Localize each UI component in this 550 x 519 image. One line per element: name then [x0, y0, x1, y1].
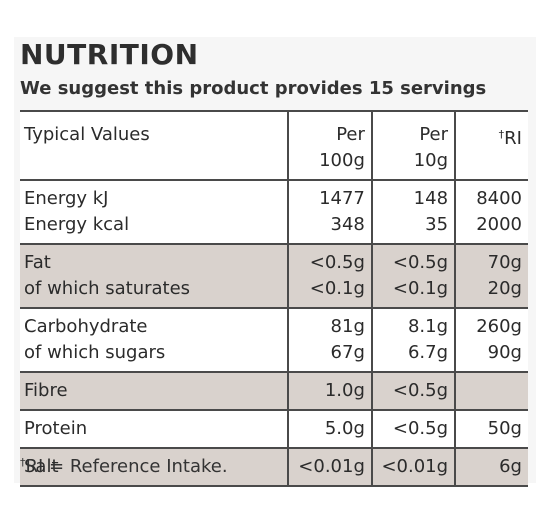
value-per-10g-cell: 8.1g 6.7g [370, 307, 456, 372]
value-per-10g-cell: <0.5g <0.1g [370, 243, 456, 308]
value-per-10g: <0.5g [392, 380, 449, 401]
footnote-text: RI = Reference Intake. [25, 456, 228, 477]
value-ri: 50g [487, 418, 522, 439]
value-per-100g: <0.01g [298, 456, 365, 477]
nutrient-label-cell: Energy kJ Energy kcal [20, 179, 288, 244]
table-row: Fibre 1.0g <0.5g [20, 371, 528, 410]
value-per-100g-cell: 5.0g [286, 409, 372, 448]
nutrient-label-cell: Protein [20, 409, 288, 448]
value-per-10g-cell: <0.5g [370, 409, 456, 448]
table-row: Carbohydrate of which sugars 81g 67g 8.1g 6.7… [20, 307, 528, 372]
header-ri-label: RI [504, 128, 522, 149]
value-per-100g: 348 [330, 214, 365, 235]
value-per-100g: 1.0g [324, 380, 365, 401]
table-row: Protein 5.0g <0.5g 50g [20, 409, 528, 448]
nutrient-label-cell: Carbohydrate of which sugars [20, 307, 288, 372]
value-ri: 70g [487, 252, 522, 273]
value-ri: 6g [499, 456, 522, 477]
nutrient-label: Fibre [24, 380, 68, 401]
value-per-10g: <0.5g [392, 252, 449, 273]
value-per-10g: 6.7g [407, 342, 449, 363]
value-per-100g-cell: 1.0g [286, 371, 372, 410]
servings-subtitle: We suggest this product provides 15 serv… [20, 78, 487, 99]
value-ri: 260g [476, 316, 522, 337]
header-typical-values: Typical Values [20, 110, 288, 180]
value-ri: 8400 [476, 188, 522, 209]
value-per-10g: <0.5g [392, 418, 449, 439]
nutrition-table: Typical Values Per 100g Per 10g †RI Ener… [20, 110, 528, 487]
nutrient-label: of which saturates [24, 278, 191, 299]
value-per-100g: 67g [330, 342, 365, 363]
value-per-100g: <0.5g [309, 252, 365, 273]
table-row: Salt <0.01g <0.01g 6g [20, 447, 528, 487]
dagger-mark: † [498, 128, 505, 141]
value-per-100g-cell: 81g 67g [286, 307, 372, 372]
header-ri: †RI [454, 110, 528, 180]
value-per-100g-cell: <0.01g [286, 447, 372, 487]
value-per-100g-cell: <0.5g <0.1g [286, 243, 372, 308]
value-per-10g-cell: <0.5g [370, 371, 456, 410]
value-per-100g: <0.1g [309, 278, 365, 299]
value-per-10g-cell: 148 35 [370, 179, 456, 244]
value-per-100g: 1477 [319, 188, 365, 209]
value-per-10g: 148 [413, 188, 449, 209]
value-per-10g: <0.01g [381, 456, 449, 477]
nutrient-label: Carbohydrate [24, 316, 148, 337]
nutrient-label: Energy kcal [24, 214, 130, 235]
footnote-dagger: † [20, 456, 26, 469]
value-ri [460, 378, 522, 404]
value-ri: 90g [487, 342, 522, 363]
nutrient-label-cell: Fat of which saturates [20, 243, 288, 308]
value-ri-cell: 8400 2000 [454, 179, 528, 244]
nutrient-label: Protein [24, 418, 88, 439]
header-per-10g: Per 10g [370, 110, 456, 180]
nutrient-label: of which sugars [24, 342, 166, 363]
nutrient-label: Salt [24, 456, 59, 477]
value-per-10g: 8.1g [407, 316, 449, 337]
header-per-100g-line1: Per [336, 124, 365, 145]
value-ri: 20g [487, 278, 522, 299]
value-ri-cell: 6g [454, 447, 528, 487]
value-ri-cell: 70g 20g [454, 243, 528, 308]
table-row: Energy kJ Energy kcal 1477 348 148 35 8400 2000 [20, 179, 528, 244]
value-per-10g: 35 [425, 214, 449, 235]
value-ri: 2000 [476, 214, 522, 235]
header-per-10g-line1: Per [419, 124, 449, 145]
header-per-100g: Per 100g [286, 110, 372, 180]
value-per-100g: 5.0g [324, 418, 365, 439]
value-ri-cell: 260g 90g [454, 307, 528, 372]
table-header-row: Typical Values Per 100g Per 10g †RI [20, 110, 528, 180]
header-per-10g-line2: 10g [413, 150, 449, 171]
nutrient-label-cell: Fibre [20, 371, 288, 410]
value-per-10g: <0.1g [392, 278, 449, 299]
nutrient-label: Energy kJ [24, 188, 109, 209]
reference-intake-footnote: †RI = Reference Intake. [20, 456, 228, 477]
value-per-100g: 81g [330, 316, 365, 337]
header-per-100g-line2: 100g [319, 150, 365, 171]
table-row: Fat of which saturates <0.5g <0.1g <0.5g <0.1… [20, 243, 528, 308]
value-ri-cell: 50g [454, 409, 528, 448]
page-title: NUTRITION [20, 38, 199, 71]
value-per-10g-cell: <0.01g [370, 447, 456, 487]
value-ri-cell [454, 371, 528, 410]
nutrient-label: Fat [24, 252, 51, 273]
nutrient-label-cell: Salt [20, 447, 288, 487]
value-per-100g-cell: 1477 348 [286, 179, 372, 244]
